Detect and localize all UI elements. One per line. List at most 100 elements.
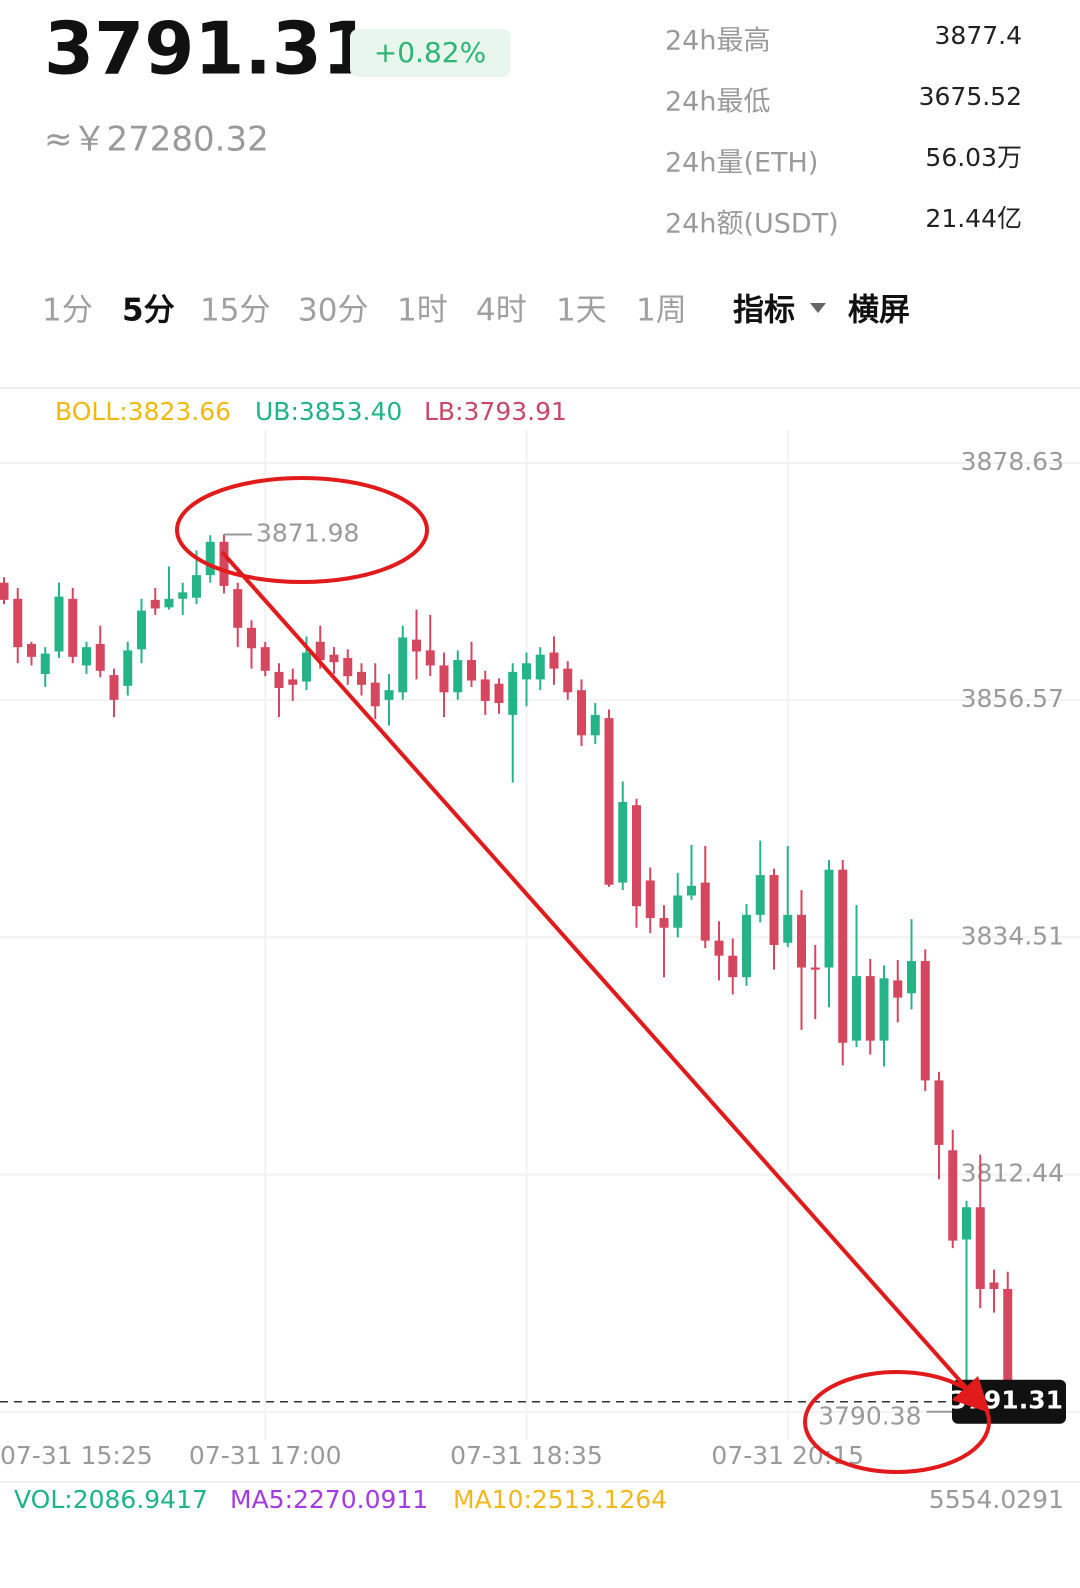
min-label: 3790.38 — [818, 1402, 921, 1431]
tab[interactable]: 5分 — [122, 293, 175, 329]
tab[interactable]: 15分 — [200, 293, 270, 329]
candle-body — [54, 596, 64, 652]
y-tick-label: 3856.57 — [961, 684, 1064, 713]
y-tick-label: 3878.63 — [961, 447, 1064, 476]
candle-body — [109, 675, 119, 700]
candle-body — [687, 885, 696, 896]
candle-body — [302, 652, 311, 682]
candle-body — [755, 875, 765, 915]
dropdown-icon — [810, 303, 826, 313]
stat-value: 21.44亿 — [925, 204, 1022, 233]
tab[interactable]: 指标 — [733, 293, 795, 329]
candle-body — [219, 541, 229, 586]
candle-body — [137, 610, 146, 650]
candle-body — [1003, 1288, 1013, 1402]
candle-body — [68, 598, 78, 657]
candle-body — [384, 690, 394, 700]
candle-body — [659, 918, 669, 928]
candle-body — [535, 654, 545, 680]
candle-body — [247, 627, 256, 649]
candle-body — [728, 955, 738, 978]
candle-body — [398, 637, 408, 693]
stat-label: 24h最高 — [665, 26, 770, 57]
candle-body — [150, 599, 160, 609]
candle-body — [164, 598, 174, 608]
stat-label: 24h额(USDT) — [665, 209, 839, 240]
candle-body — [700, 882, 710, 941]
tab[interactable]: 1天 — [556, 293, 607, 329]
lb-label: LB:3793.91 — [424, 397, 567, 426]
candle-body — [783, 914, 793, 943]
candle-body — [315, 641, 325, 661]
candle-body — [233, 589, 243, 628]
x-tick-label: 07-31 18:35 — [450, 1441, 603, 1470]
cny-price: ≈￥27280.32 — [44, 120, 269, 160]
candle-body — [879, 978, 889, 1041]
candle-body — [123, 650, 133, 686]
candle-body — [577, 690, 586, 736]
boll-label: BOLL:3823.66 — [55, 397, 231, 426]
candle-body — [27, 643, 36, 657]
vol-label: VOL:2086.9417 — [14, 1485, 208, 1514]
candle-body — [82, 647, 91, 666]
candle-body — [907, 961, 916, 994]
candle-body — [0, 582, 9, 600]
candle-body — [824, 869, 834, 968]
x-tick-label: 07-31 17:00 — [189, 1441, 342, 1470]
candle-body — [508, 671, 518, 715]
candle-body — [425, 650, 435, 666]
candle-body — [178, 592, 188, 599]
candle-body — [632, 805, 641, 907]
annotations — [175, 476, 991, 1474]
tab[interactable]: 1时 — [397, 293, 448, 329]
candle-body — [920, 961, 930, 1081]
candle-body — [948, 1150, 958, 1241]
candle-body — [618, 801, 628, 883]
candle-body — [522, 663, 531, 680]
volume-axis-label: 5554.0291 — [929, 1485, 1064, 1514]
tab[interactable]: 横屏 — [848, 293, 910, 329]
candle-body — [714, 940, 724, 956]
x-tick-label: 07-31 15:25 — [0, 1441, 153, 1470]
candle-body — [797, 914, 806, 968]
price: 3791.31 — [44, 7, 372, 91]
trend-arrow — [220, 550, 972, 1394]
candle-body — [590, 714, 600, 736]
tab[interactable]: 1分 — [42, 293, 93, 329]
candle-body — [852, 976, 861, 1041]
candle-body — [480, 679, 490, 701]
candle-body — [645, 880, 655, 919]
candle-body — [810, 967, 820, 970]
stat-value: 3877.4 — [935, 21, 1022, 50]
candle-body — [343, 657, 353, 677]
candle-body — [467, 660, 476, 681]
candle-body — [838, 869, 848, 1043]
candle-body — [13, 598, 23, 648]
tab[interactable]: 1周 — [636, 293, 687, 329]
candle-body — [975, 1207, 985, 1289]
candle-body — [192, 575, 201, 598]
candle-body — [989, 1282, 999, 1289]
ma5-label: MA5:2270.0911 — [230, 1485, 428, 1514]
candle-body — [934, 1080, 944, 1145]
tab[interactable]: 30分 — [298, 293, 368, 329]
stat-label: 24h最低 — [665, 87, 770, 118]
candle-body — [439, 665, 449, 693]
candle-body — [357, 671, 366, 685]
candle-body — [563, 668, 573, 693]
y-tick-label: 3812.44 — [961, 1159, 1064, 1188]
candle-body — [962, 1207, 971, 1240]
candle-body — [260, 647, 270, 671]
candle-body — [40, 653, 50, 675]
stats: 24h最高 3877.4 24h最低 3675.52 24h量(ETH) 56.03万 24… — [665, 21, 1022, 240]
y-tick-label: 3834.51 — [961, 921, 1064, 950]
highlight-ellipse — [175, 476, 429, 584]
stat-label: 24h量(ETH) — [665, 148, 818, 179]
highlight-ellipse — [803, 1370, 991, 1474]
change: +0.82% — [374, 36, 486, 69]
arrow-head — [952, 1376, 990, 1413]
ub-label: UB:3853.40 — [255, 397, 402, 426]
tab[interactable]: 4时 — [476, 293, 527, 329]
candle-body — [329, 654, 339, 663]
